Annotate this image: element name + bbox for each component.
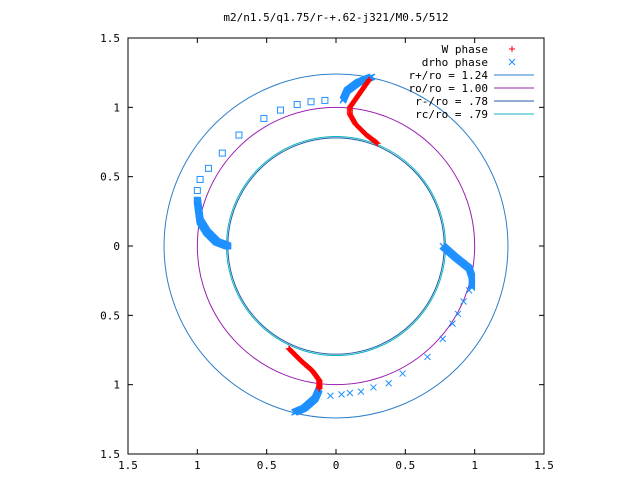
drho-point	[368, 73, 376, 81]
drho-point	[321, 96, 329, 104]
x-tick-label: 0.5	[257, 459, 277, 472]
drho-point	[293, 101, 301, 109]
drho-point	[449, 320, 456, 328]
chart-title: m2/n1.5/q1.75/r-+.62-j321/M0.5/512	[223, 11, 448, 24]
drho-point	[460, 298, 467, 305]
w-phase-point	[373, 139, 380, 146]
drho-point	[224, 242, 232, 250]
x-tick-label: 1	[194, 459, 201, 472]
drho-point	[327, 392, 334, 400]
drho-point	[424, 353, 431, 361]
drho-point	[465, 287, 473, 294]
drho-point	[346, 389, 354, 397]
legend-marker	[509, 46, 515, 52]
legend-label: r+/ro = 1.24	[409, 69, 489, 82]
drho-point	[439, 335, 447, 343]
drho-point	[468, 281, 476, 288]
x-tick-label: 1.5	[118, 459, 138, 472]
x-tick-label: 1	[471, 459, 478, 472]
w-phase-point	[316, 385, 323, 392]
legend-marker	[508, 58, 516, 66]
drho-point	[468, 281, 476, 289]
drho-point	[338, 391, 345, 398]
y-tick-label: 0	[113, 240, 120, 253]
axis-ticks: 1.5 1 0.5 0 0.5 1 1.51.510.500.511.5	[100, 32, 554, 472]
legend-label: drho phase	[422, 56, 488, 69]
drho-point	[399, 370, 406, 377]
y-tick-label: 1	[113, 101, 120, 114]
drho-point	[235, 131, 243, 139]
data-points	[193, 46, 516, 416]
legend-label: ro/ro = 1.00	[409, 82, 488, 95]
drho-point	[204, 164, 212, 172]
circle-0	[163, 73, 509, 419]
drho-point	[196, 175, 204, 183]
legend-label: rc/ro = .79	[415, 108, 488, 121]
legend-label: W phase	[442, 43, 488, 56]
x-tick-label: 1.5	[534, 459, 554, 472]
drho-point	[370, 384, 377, 391]
drho-point	[193, 187, 201, 195]
drho-point	[307, 98, 315, 106]
drho-point	[468, 283, 476, 291]
drho-point	[454, 310, 462, 318]
circle-1	[196, 106, 476, 386]
drho-point	[357, 388, 365, 395]
w-phase-point	[374, 140, 381, 147]
x-tick-label: 0.5	[395, 459, 415, 472]
drho-point	[277, 106, 285, 114]
legend-label: r-/ro = .78	[415, 95, 488, 108]
drho-point	[468, 282, 476, 290]
drho-point	[291, 409, 298, 416]
circle-2	[227, 137, 445, 355]
y-tick-label: 0.5	[100, 309, 120, 322]
y-tick-label: 1.5	[100, 448, 120, 461]
y-tick-label: 1.5	[100, 32, 120, 45]
x-tick-label: 0	[333, 459, 340, 472]
drho-point	[260, 114, 268, 122]
y-tick-label: 0.5	[100, 171, 120, 184]
drho-point	[218, 149, 226, 157]
drho-point	[385, 379, 393, 387]
y-tick-label: 1	[113, 379, 120, 392]
